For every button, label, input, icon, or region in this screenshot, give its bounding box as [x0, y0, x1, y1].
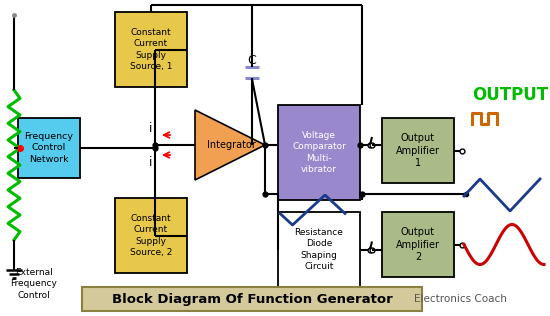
Text: C: C — [248, 53, 256, 66]
Text: Frequency
Control
Network: Frequency Control Network — [25, 132, 74, 164]
Text: i: i — [149, 155, 153, 168]
Bar — [382, 212, 454, 277]
Polygon shape — [195, 110, 265, 180]
Text: Integrator: Integrator — [207, 140, 256, 150]
Text: Output
Amplifier
1: Output Amplifier 1 — [396, 133, 440, 168]
Bar — [82, 287, 422, 311]
Text: Electronics Coach: Electronics Coach — [414, 294, 507, 304]
Bar — [278, 105, 360, 200]
Text: Block Diagram Of Function Generator: Block Diagram Of Function Generator — [112, 293, 392, 306]
Text: i: i — [149, 123, 153, 136]
Text: Resistance
Diode
Shaping
Circuit: Resistance Diode Shaping Circuit — [295, 228, 343, 270]
Text: External
Frequency
Control: External Frequency Control — [10, 268, 57, 300]
Bar — [115, 12, 187, 87]
Text: OUTPUT: OUTPUT — [472, 86, 548, 104]
Bar — [18, 118, 80, 178]
Bar — [382, 118, 454, 183]
Bar — [278, 212, 360, 287]
Text: Voltage
Comparator
Multi-
vibrator: Voltage Comparator Multi- vibrator — [292, 131, 346, 174]
Text: Constant
Current
Supply
Source, 1: Constant Current Supply Source, 1 — [130, 28, 172, 71]
Text: Constant
Current
Supply
Source, 2: Constant Current Supply Source, 2 — [130, 214, 172, 257]
Bar — [115, 198, 187, 273]
Text: Output
Amplifier
2: Output Amplifier 2 — [396, 227, 440, 262]
